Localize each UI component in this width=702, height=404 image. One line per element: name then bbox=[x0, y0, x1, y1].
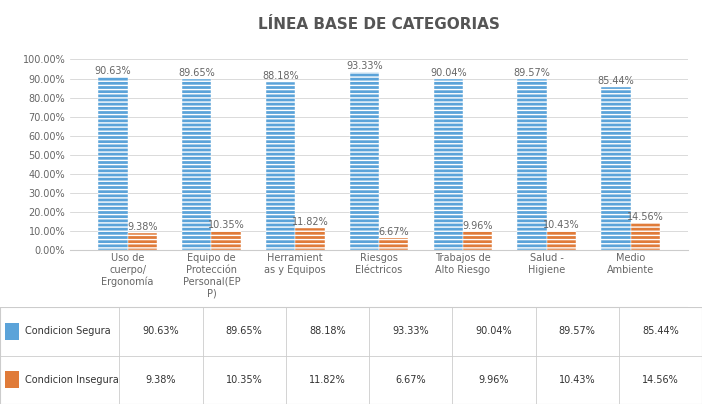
Text: 90.04%: 90.04% bbox=[475, 326, 512, 336]
Text: 14.56%: 14.56% bbox=[627, 212, 663, 222]
Text: Condicion Segura: Condicion Segura bbox=[25, 326, 110, 336]
Bar bbox=[379, 238, 409, 250]
Text: Medio
Ambiente: Medio Ambiente bbox=[607, 253, 654, 275]
Text: 89.65%: 89.65% bbox=[178, 68, 215, 78]
Text: 90.04%: 90.04% bbox=[430, 67, 467, 78]
Bar bbox=[98, 78, 128, 250]
Text: 11.82%: 11.82% bbox=[309, 375, 346, 385]
Bar bbox=[5, 323, 19, 340]
Text: 10.35%: 10.35% bbox=[226, 375, 263, 385]
Title: LÍNEA BASE DE CATEGORIAS: LÍNEA BASE DE CATEGORIAS bbox=[258, 17, 500, 32]
Bar bbox=[601, 87, 630, 250]
Text: 10.43%: 10.43% bbox=[543, 220, 580, 229]
Bar bbox=[630, 223, 660, 250]
Text: Riesgos
Eléctricos: Riesgos Eléctricos bbox=[355, 253, 403, 275]
Text: 88.18%: 88.18% bbox=[309, 326, 346, 336]
Text: 9.38%: 9.38% bbox=[127, 222, 157, 231]
Text: Herramient
as y Equipos: Herramient as y Equipos bbox=[265, 253, 326, 275]
Text: 10.43%: 10.43% bbox=[559, 375, 595, 385]
Text: 89.57%: 89.57% bbox=[514, 68, 550, 78]
Text: 89.57%: 89.57% bbox=[559, 326, 595, 336]
Text: 88.18%: 88.18% bbox=[263, 71, 299, 81]
Text: 93.33%: 93.33% bbox=[346, 61, 383, 71]
Text: 93.33%: 93.33% bbox=[392, 326, 429, 336]
Bar bbox=[266, 82, 296, 250]
Bar bbox=[296, 228, 324, 250]
Text: 9.38%: 9.38% bbox=[146, 375, 176, 385]
Bar bbox=[182, 79, 211, 250]
Text: Equipo de
Protección
Personal(EP
P): Equipo de Protección Personal(EP P) bbox=[183, 253, 240, 298]
Text: 9.96%: 9.96% bbox=[479, 375, 509, 385]
Text: 89.65%: 89.65% bbox=[226, 326, 263, 336]
Text: Trabajos de
Alto Riesgo: Trabajos de Alto Riesgo bbox=[435, 253, 491, 275]
Text: 10.35%: 10.35% bbox=[208, 220, 244, 230]
Text: 90.63%: 90.63% bbox=[143, 326, 179, 336]
Text: 6.67%: 6.67% bbox=[395, 375, 426, 385]
Text: 11.82%: 11.82% bbox=[291, 217, 329, 227]
Text: 85.44%: 85.44% bbox=[642, 326, 679, 336]
Text: Uso de
cuerpo/
Ergonomía: Uso de cuerpo/ Ergonomía bbox=[101, 253, 154, 287]
Text: Salud -
Higiene: Salud - Higiene bbox=[528, 253, 565, 275]
Text: 9.96%: 9.96% bbox=[463, 221, 493, 231]
Bar bbox=[350, 72, 379, 250]
Bar bbox=[434, 78, 463, 250]
Text: 14.56%: 14.56% bbox=[642, 375, 679, 385]
Bar bbox=[5, 371, 19, 388]
Bar bbox=[211, 231, 241, 250]
Text: Condicion Insegura: Condicion Insegura bbox=[25, 375, 119, 385]
Bar bbox=[547, 231, 576, 250]
Bar bbox=[128, 233, 157, 250]
Text: 90.63%: 90.63% bbox=[95, 66, 131, 76]
Bar bbox=[463, 231, 492, 250]
Text: 6.67%: 6.67% bbox=[378, 227, 409, 237]
Bar bbox=[517, 80, 547, 250]
Text: 85.44%: 85.44% bbox=[597, 76, 634, 86]
